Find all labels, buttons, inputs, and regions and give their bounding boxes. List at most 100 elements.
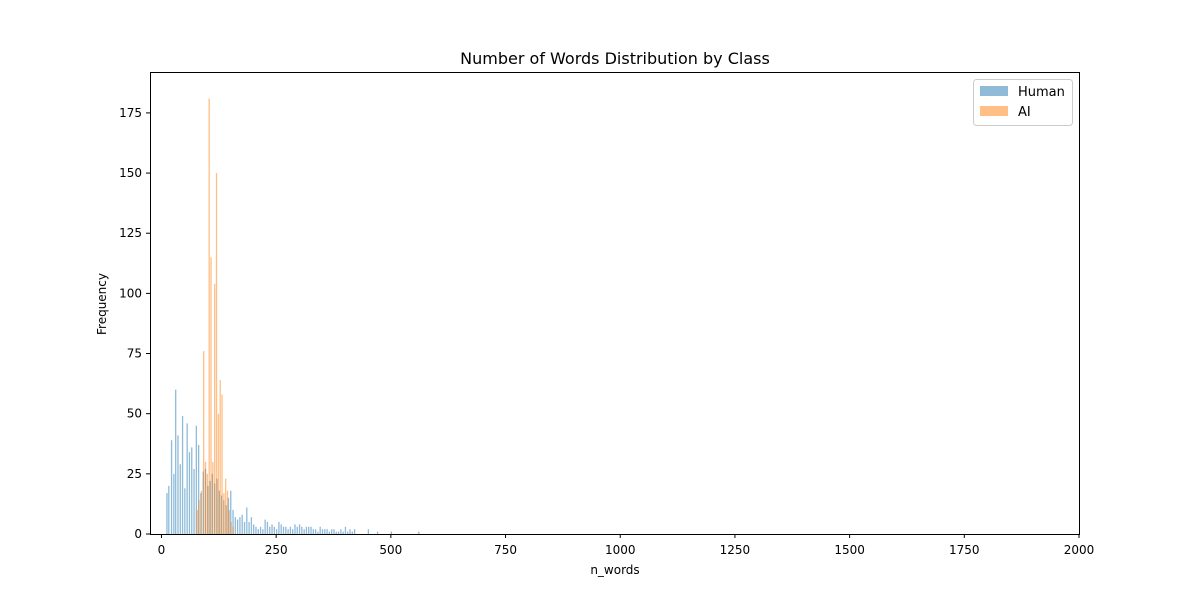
bar-ai [208,98,210,534]
bar-human [264,519,266,534]
bar-ai [228,509,231,534]
bar-human [188,452,191,534]
bar-human [259,526,262,534]
bar-ai [196,509,198,534]
bar-human [285,526,287,534]
bar-human [186,423,188,534]
bar-ai [226,490,229,534]
bar-human [331,529,333,534]
x-tick-label: 1750 [949,543,980,557]
bar-human [227,497,230,534]
bar-human [418,531,420,534]
bar-human [271,524,273,535]
bar-human [209,481,211,534]
bar-ai [204,461,207,534]
bar-human [184,488,186,534]
y-tick-label: 150 [119,166,142,180]
bar-human [301,526,303,534]
bar-human [166,493,168,534]
legend-label-ai: AI [1018,105,1031,120]
bar-human [287,529,289,534]
bar-human [257,529,259,534]
bar-human [333,529,335,534]
bar-human [177,435,179,534]
bar-human [367,529,370,534]
bar-human [173,473,175,534]
bar-ai [232,526,234,534]
y-tick-label: 25 [127,467,142,481]
bar-ai [206,473,208,534]
bar-human [328,531,331,534]
bar-human [197,444,200,534]
bar-ai [223,493,225,534]
y-tick-label: 100 [119,286,142,300]
bar-ai [221,394,223,534]
x-axis-ticks: 0 250 500 750 1000 1250 1500 1750 2000 [158,534,1094,557]
bar-human [296,526,298,534]
x-tick-label: 250 [265,543,288,557]
y-tick-label: 175 [119,106,142,120]
bar-human [266,521,269,534]
bar-human [195,425,197,534]
x-tick-label: 1250 [720,543,751,557]
bar-human [236,519,239,534]
series-ai-bars [196,98,234,535]
bar-human [253,524,255,535]
bar-human [335,531,337,534]
bar-human [326,529,328,534]
legend-swatch-ai [980,106,1008,116]
bar-human [347,531,349,534]
y-axis-ticks: 0 25 50 75 100 125 150 175 [119,106,150,541]
bar-human [305,526,308,534]
bar-human [294,524,296,535]
bar-human [241,514,243,534]
bar-human [344,526,347,534]
bar-human [193,469,195,534]
bar-human [239,517,241,534]
bar-human [275,529,278,534]
bar-human [353,529,356,534]
bar-human [168,485,170,535]
y-tick-label: 125 [119,226,142,240]
bar-ai [214,283,216,534]
bar-human [175,389,177,535]
legend-swatch-human [980,86,1008,96]
bar-human [390,531,392,534]
bar-human [269,526,271,534]
bar-human [340,529,342,534]
bar-ai [217,413,220,534]
bar-human [273,526,275,534]
legend-label-human: Human [1018,85,1065,100]
bar-ai [212,461,214,534]
bar-human [308,526,310,534]
bar-human [349,529,351,534]
bar-ai [210,257,212,534]
bar-human [314,529,317,534]
bar-human [351,531,353,534]
bar-human [179,464,181,534]
bar-ai [200,490,203,534]
x-axis-label: n_words [590,563,639,577]
bar-human [246,507,248,534]
x-tick-label: 0 [158,543,166,557]
bar-ai [219,380,221,534]
bar-ai [225,478,227,534]
bar-human [312,529,314,534]
bar-ai [215,173,218,534]
y-tick-label: 0 [134,527,142,541]
x-tick-label: 500 [379,543,402,557]
x-tick-label: 750 [494,543,517,557]
x-tick-label: 1500 [834,543,865,557]
bar-human [191,447,193,535]
bar-human [289,526,292,534]
bar-human [303,529,305,534]
bar-human [230,490,232,534]
bar-human [319,526,321,534]
bar-human [324,529,326,534]
y-tick-label: 75 [127,347,142,361]
chart-title: Number of Words Distribution by Class [460,49,770,68]
bar-human [376,531,379,534]
bar-human [278,521,280,534]
bar-human [310,526,312,534]
